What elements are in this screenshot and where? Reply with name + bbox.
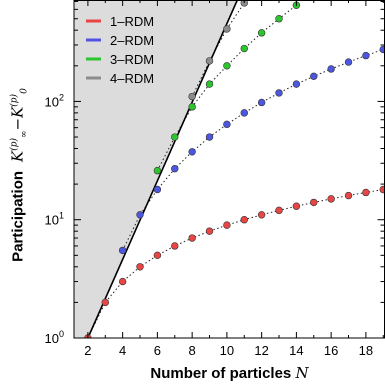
series-3-point (153, 166, 162, 175)
series-1-point (379, 185, 385, 194)
series-2-point (275, 89, 283, 97)
series-1-point (188, 234, 196, 242)
series-2-point (205, 133, 214, 141)
legend-label: 3–RDM (110, 52, 154, 67)
x-tick-label: 4 (119, 343, 126, 358)
series-2-point (188, 148, 196, 156)
series-1-point (327, 195, 335, 203)
series-1-point (292, 202, 301, 210)
y-tick-label: 100 (45, 329, 64, 346)
series-3-point (205, 80, 214, 88)
series-2-point (310, 72, 318, 81)
series-2-point (344, 58, 353, 66)
series-1-point (171, 242, 179, 250)
series-1-point (118, 277, 127, 286)
series-2-point (327, 65, 335, 73)
x-tick-label: 2 (84, 343, 91, 358)
series-1-point (223, 221, 231, 229)
series-3-point (275, 15, 283, 23)
series-3-point (223, 62, 231, 70)
x-axis-title: Number of particles N (74, 364, 385, 382)
y-axis-symbol: K(p)∞−K(p)0 (8, 88, 30, 167)
series-2-point (153, 185, 162, 194)
series-1-point (362, 188, 370, 197)
y-axis-label: Participation (9, 170, 27, 262)
y-tick-label: 102 (45, 92, 64, 109)
legend-label: 1–RDM (110, 14, 154, 29)
series-2-point (292, 80, 301, 88)
boundary-line (87, 0, 239, 338)
series-4-point (240, 0, 248, 7)
x-axis-label: Number of particles (150, 365, 292, 382)
series-3-point (188, 103, 196, 111)
series-2-point (223, 120, 231, 129)
series-1-point (101, 298, 109, 307)
series-1-point (153, 251, 162, 260)
x-tick-label: 18 (359, 343, 373, 358)
series-3-point (257, 29, 266, 37)
legend-label: 4–RDM (110, 71, 154, 86)
series-4-point (205, 57, 214, 65)
legend: 1–RDM 2–RDM 3–RDM 4–RDM (86, 14, 154, 86)
series-4-point (188, 92, 196, 101)
series-1-point (136, 263, 144, 271)
series-3-point (240, 44, 248, 53)
series-2-point (257, 98, 266, 107)
series-2-point (240, 109, 248, 117)
series-1-point (205, 227, 214, 235)
series-1-point (344, 191, 353, 200)
x-tick-label: 12 (254, 343, 268, 358)
series-2-point (379, 45, 385, 54)
series-2-line (122, 48, 384, 251)
series-2-point (362, 51, 370, 60)
series-2-point (118, 246, 127, 255)
x-tick-label: 16 (324, 343, 338, 358)
x-axis-symbol: N (295, 364, 309, 382)
series-1-point (310, 198, 318, 207)
series-1-point (240, 216, 248, 224)
x-tick-label: 14 (289, 343, 303, 358)
x-tick-label: 8 (189, 343, 196, 358)
series-1-point (257, 211, 266, 219)
y-axis-title: Participation K(p)∞−K(p)0 (9, 88, 30, 262)
x-tick-label: 10 (220, 343, 234, 358)
y-tick-label: 101 (45, 211, 64, 228)
x-tick-label: 6 (154, 343, 161, 358)
series-2-point (136, 211, 144, 219)
series-1-point (275, 206, 283, 215)
series-4-point (223, 25, 231, 33)
series-2-point (171, 164, 179, 173)
series-3-point (171, 133, 179, 141)
legend-label: 2–RDM (110, 33, 154, 48)
